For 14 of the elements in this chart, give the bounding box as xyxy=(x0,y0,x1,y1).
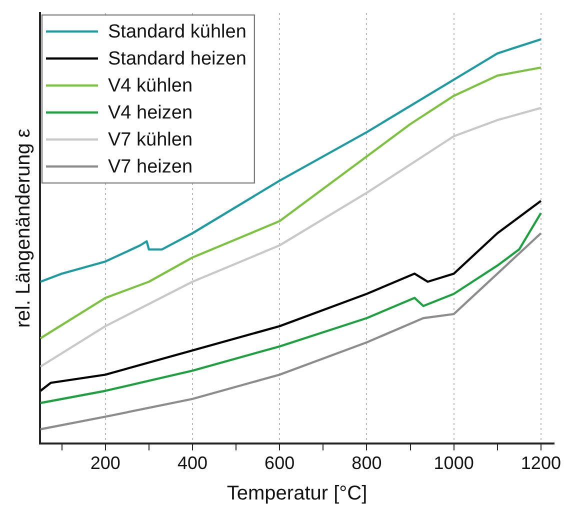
x-tick-label: 200 xyxy=(90,453,120,474)
x-tick-label: 400 xyxy=(177,453,208,474)
x-tick-label: 600 xyxy=(264,453,295,474)
legend-label: Standard kühlen xyxy=(108,22,246,43)
x-axis-title: Temperatur [°C] xyxy=(226,482,368,505)
x-tick-label: 1200 xyxy=(520,453,561,474)
legend-label: V7 heizen xyxy=(108,156,193,178)
y-axis-title: rel. Längenänderung ε xyxy=(12,128,35,328)
legend-label: V4 heizen xyxy=(108,102,193,124)
x-tick-label: 800 xyxy=(352,453,382,474)
legend-label: V7 kühlen xyxy=(108,130,193,151)
x-tick-label: 1000 xyxy=(434,453,474,474)
legend-label: Standard heizen xyxy=(108,48,246,70)
legend-label: V4 kühlen xyxy=(108,76,193,97)
